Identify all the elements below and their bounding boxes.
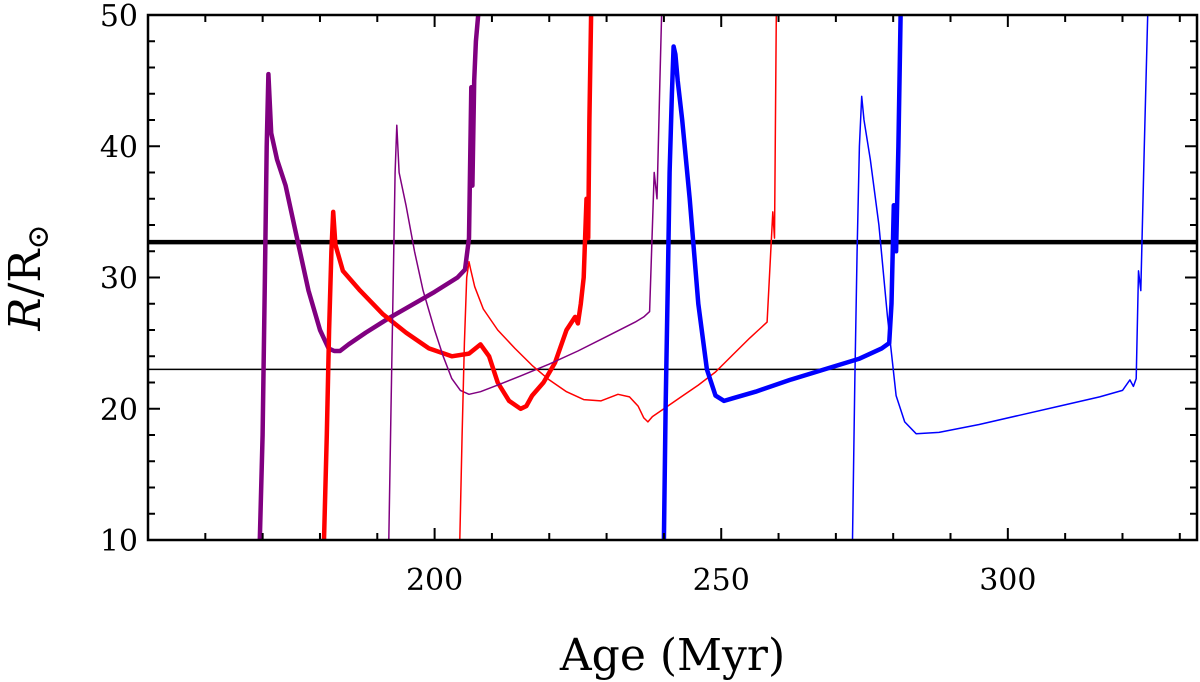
x-tick-label: 300 — [979, 563, 1036, 598]
y-axis-label-unit: /R — [0, 248, 51, 298]
x-tick-label: 200 — [406, 563, 463, 598]
series-purple-thin — [388, 15, 663, 540]
axis-ticks — [148, 14, 1197, 541]
x-tick-labels: 200 250 300 — [406, 563, 1036, 598]
series-blue-thick — [661, 15, 903, 540]
y-tick-label: 30 — [100, 262, 138, 297]
y-axis-label-symbol: R — [0, 297, 51, 331]
series-purple-thick — [257, 15, 481, 540]
y-tick-label: 10 — [100, 524, 138, 559]
series-blue-thin — [851, 15, 1149, 540]
series-red-thin — [459, 15, 778, 540]
y-tick-label: 50 — [100, 0, 138, 34]
x-axis-label: Age (Myr) — [559, 630, 785, 681]
y-tick-label: 40 — [100, 130, 138, 165]
y-tick-label: 20 — [100, 393, 138, 428]
series-red-thick — [321, 15, 594, 540]
y-axis-label-sun: ⊙ — [21, 224, 56, 249]
y-tick-labels: 10 20 30 40 50 — [100, 0, 138, 559]
x-tick-label: 250 — [693, 563, 750, 598]
y-axis-label: R/R⊙ — [0, 224, 56, 331]
chart-marks — [148, 15, 1197, 540]
